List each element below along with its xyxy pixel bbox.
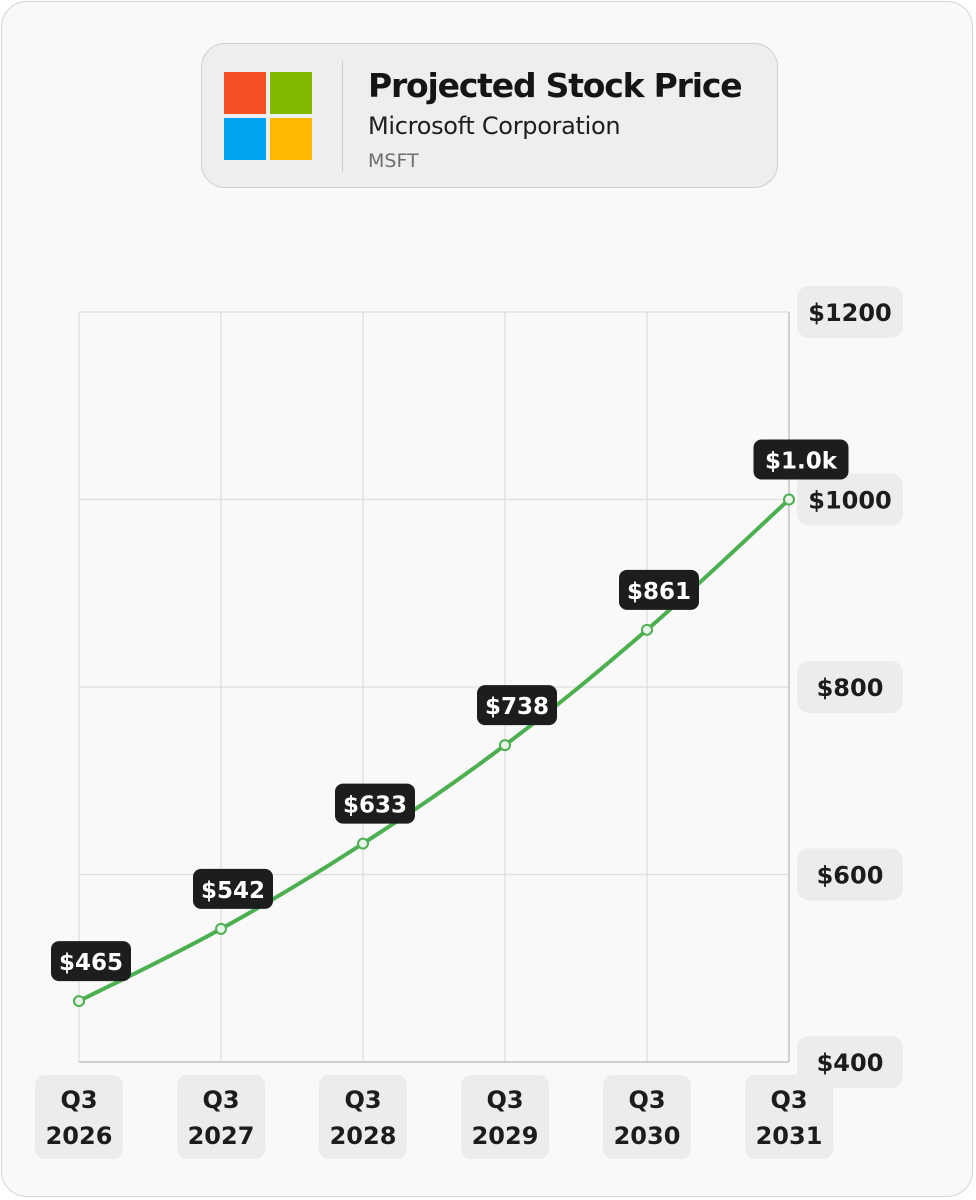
- y-tick-label: $800: [817, 674, 884, 702]
- data-label: $1.0k: [765, 449, 838, 475]
- header-divider: [342, 61, 343, 172]
- logo-square-green: [270, 72, 312, 114]
- x-tick-label: Q3 2029: [472, 1086, 539, 1150]
- y-tick-label: $400: [817, 1049, 884, 1077]
- ticker-symbol: MSFT: [368, 150, 419, 172]
- x-tick-bg: [461, 1075, 549, 1159]
- y-tick-label: $1000: [808, 487, 892, 515]
- data-point: [641, 623, 653, 636]
- data-label-bg: [193, 868, 273, 909]
- logo-square-red: [224, 72, 266, 114]
- data-label-bg: [753, 439, 849, 480]
- data-label: $633: [343, 793, 407, 819]
- data-point: [215, 922, 227, 935]
- y-tick-bg: [797, 286, 903, 338]
- data-label-bg: [335, 783, 415, 824]
- data-point: [73, 995, 85, 1008]
- x-tick-label: Q3 2027: [188, 1086, 255, 1150]
- y-tick-bg: [797, 661, 903, 713]
- y-tick-label: $600: [817, 862, 884, 890]
- header-card: Projected Stock Price Microsoft Corporat…: [201, 43, 778, 188]
- y-tick-bg: [797, 473, 903, 526]
- x-tick-label: Q3 2031: [756, 1086, 823, 1150]
- y-tick-bg: [797, 848, 903, 901]
- data-label: $542: [201, 878, 265, 904]
- y-tick-label: $1200: [808, 299, 892, 327]
- x-tick-bg: [745, 1075, 833, 1159]
- data-label: $861: [627, 579, 691, 605]
- microsoft-logo: [224, 72, 314, 162]
- x-tick-bg: [319, 1075, 407, 1159]
- company-name: Microsoft Corporation: [368, 112, 621, 140]
- data-point: [357, 837, 369, 850]
- x-tick-bg: [177, 1075, 265, 1159]
- data-label-bg: [477, 685, 557, 726]
- x-tick-bg: [603, 1075, 691, 1159]
- logo-square-blue: [224, 118, 266, 160]
- data-label-bg: [619, 569, 699, 610]
- y-tick-bg: [797, 1036, 903, 1088]
- x-tick-bg: [35, 1075, 123, 1159]
- logo-square-yellow: [270, 118, 312, 160]
- data-label: $738: [485, 694, 549, 720]
- x-tick-label: Q3 2028: [330, 1086, 397, 1150]
- chart-title: Projected Stock Price: [368, 66, 743, 105]
- x-tick-label: Q3 2026: [46, 1086, 113, 1150]
- data-label-bg: [51, 941, 131, 982]
- data-label: $465: [59, 950, 123, 976]
- x-tick-label: Q3 2030: [614, 1086, 681, 1150]
- data-point: [783, 493, 795, 506]
- data-point: [499, 739, 511, 752]
- series-line: [77, 497, 791, 1004]
